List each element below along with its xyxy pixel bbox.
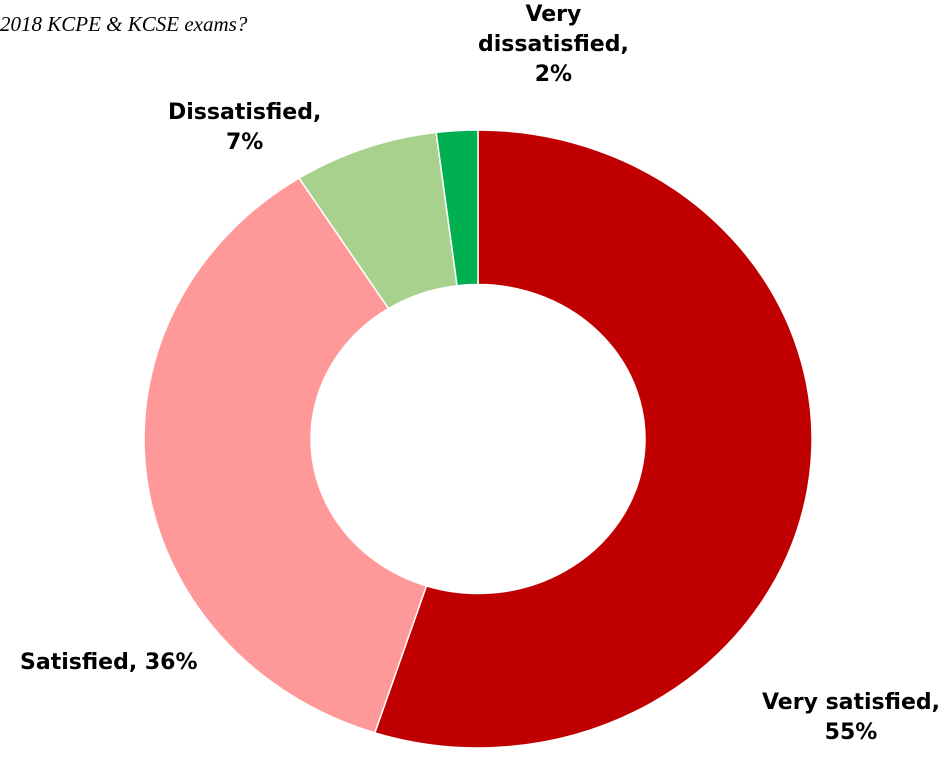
data-label: Very satisfied, 55% bbox=[761, 690, 940, 745]
donut-slice bbox=[435, 129, 479, 287]
data-label: Satisfied, 36% bbox=[20, 650, 198, 675]
donut-slice bbox=[373, 129, 813, 749]
data-label: Very dissatisfied, 2% bbox=[478, 2, 629, 87]
donut-slice bbox=[143, 177, 428, 734]
chart-title: 2018 KCPE & KCSE exams? bbox=[0, 12, 248, 36]
data-label: Dissatisfied, 7% bbox=[168, 100, 322, 155]
